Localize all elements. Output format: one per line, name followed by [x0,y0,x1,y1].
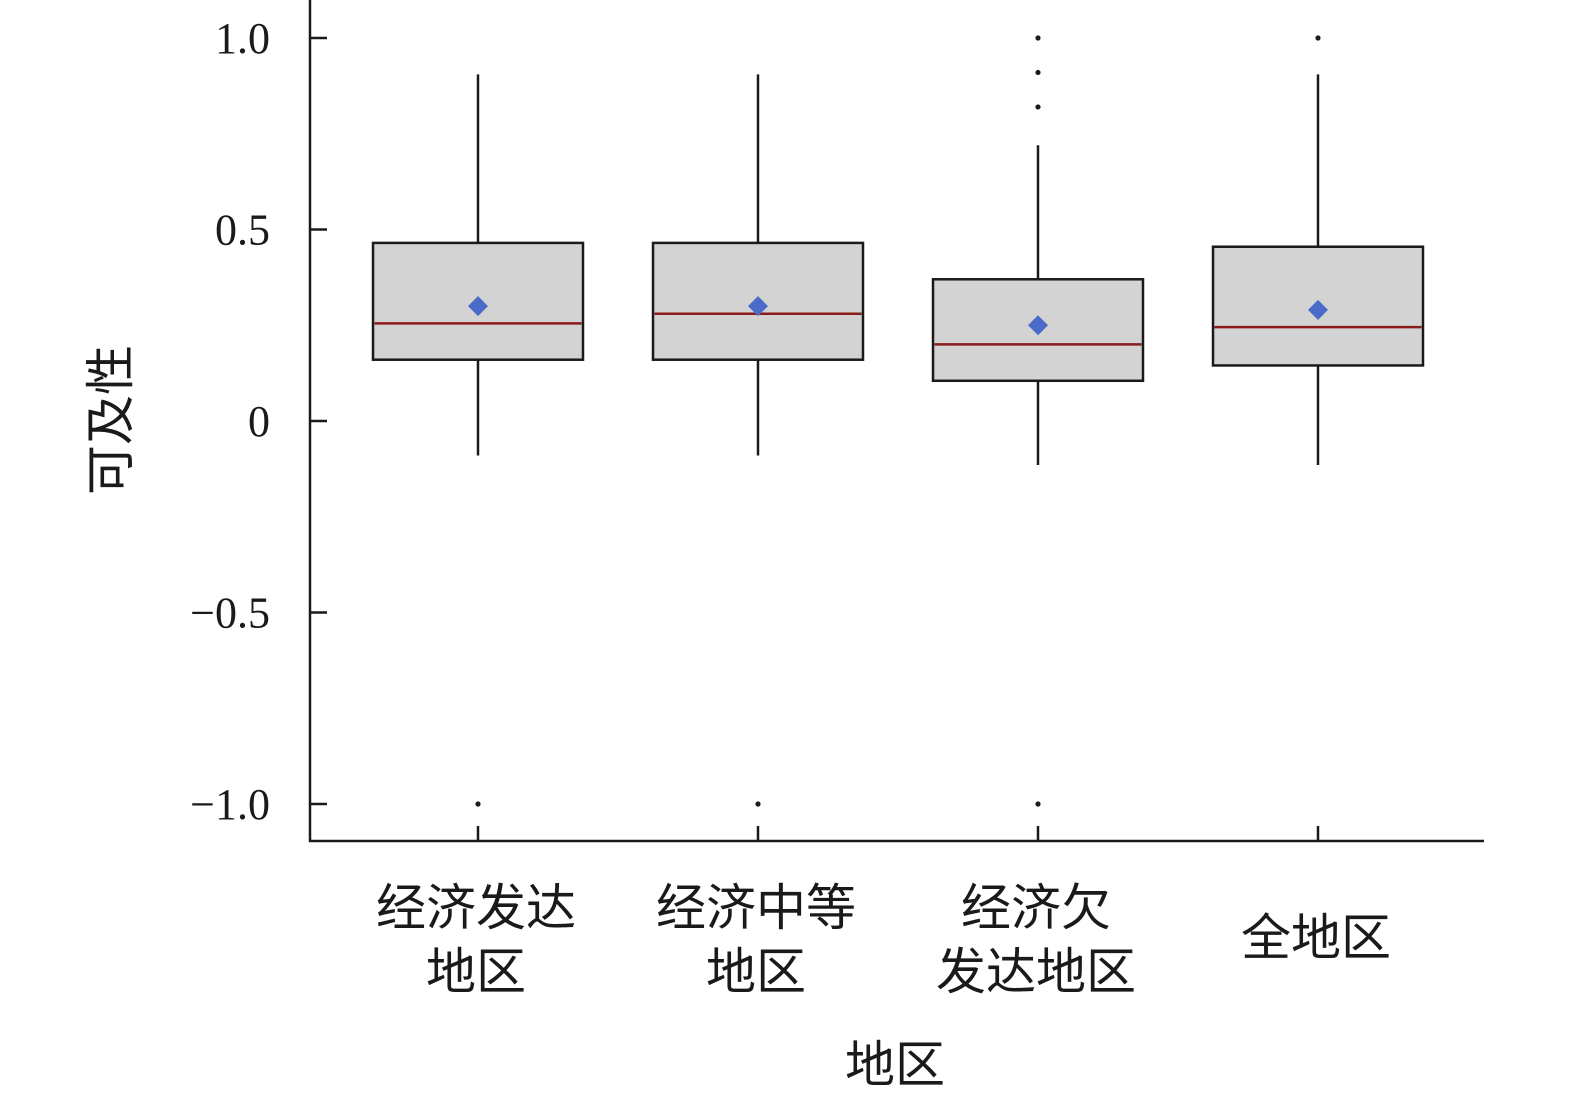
x-axis-title: 地区 [845,1036,945,1094]
y-tick-label: −0.5 [190,589,270,638]
mean-marker [468,296,488,317]
outlier-point [1035,35,1041,41]
outlier-point [1035,801,1041,807]
mean-marker [1028,315,1048,336]
x-category-label: 经济欠 [961,879,1111,937]
x-category-label: 经济发达 [376,879,576,937]
mean-marker [1308,299,1328,320]
x-category-label: 发达地区 [936,943,1136,1001]
mean-marker [748,296,768,317]
outlier-point [755,801,761,807]
y-tick-label: −1.0 [190,780,270,829]
x-category-label: 全地区 [1241,909,1391,967]
outlier-point [1315,35,1321,41]
x-category-label: 地区 [706,943,806,1001]
outlier-point [475,801,481,807]
y-tick-label: 0.5 [215,206,270,255]
x-category-label: 经济中等 [656,879,856,937]
y-tick-label: 0 [248,397,270,446]
outlier-point [1035,69,1041,76]
y-tick-label: 1.0 [215,14,270,63]
y-axis-title: 可及性 [82,345,140,495]
x-category-label: 地区 [426,943,526,1001]
outlier-point [1035,104,1041,110]
